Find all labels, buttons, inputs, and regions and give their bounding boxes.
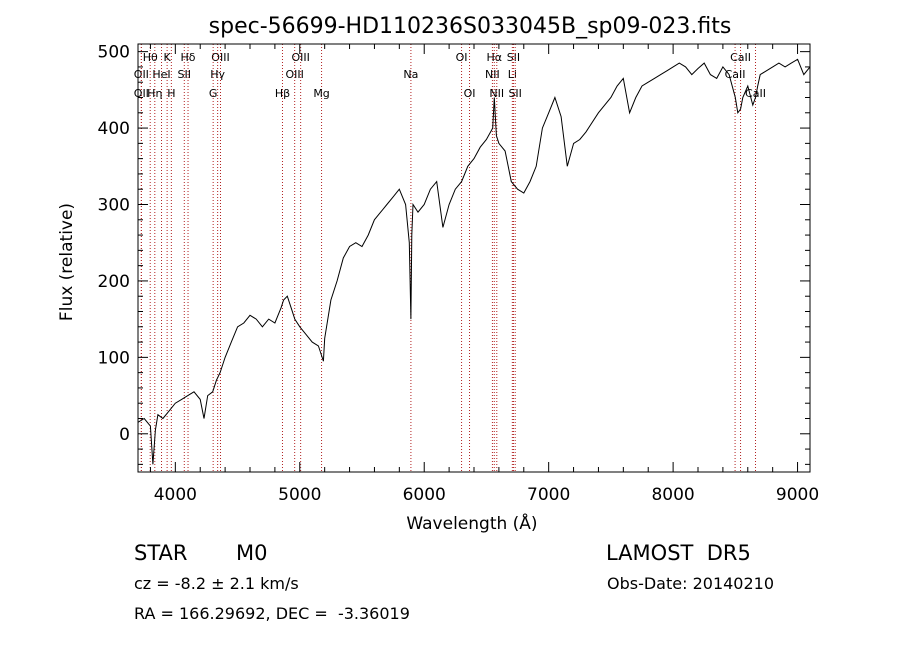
line-label: OI xyxy=(464,87,476,100)
observation-date: Obs-Date: 20140210 xyxy=(607,574,775,593)
y-axis-label: Flux (relative) xyxy=(57,203,77,321)
y-tick-label: 400 xyxy=(98,119,130,139)
survey-name: LAMOST DR5 xyxy=(606,541,751,565)
line-label: NII xyxy=(489,87,504,100)
y-axis: 0 100 200 300 400 500 xyxy=(98,43,810,465)
spectrum-line xyxy=(137,58,811,465)
line-label: OIII xyxy=(291,51,309,64)
object-class: STAR xyxy=(134,541,188,565)
line-label: SII xyxy=(507,51,520,64)
y-tick-label: 0 xyxy=(119,425,130,445)
coordinates: RA = 166.29692, DEC = -3.36019 xyxy=(134,604,410,623)
line-label: CaII xyxy=(725,68,746,81)
x-axis: 4000 5000 6000 7000 8000 9000 xyxy=(149,44,819,505)
line-label: Hθ xyxy=(143,51,158,64)
x-tick-label: 7000 xyxy=(527,485,570,505)
line-label: CaII xyxy=(730,51,751,64)
y-tick-label: 500 xyxy=(98,43,130,63)
line-label: K xyxy=(164,51,172,64)
chart-title: spec-56699-HD110236S033045B_sp09-023.fit… xyxy=(209,14,732,39)
line-label: Na xyxy=(403,68,418,81)
line-label: HeI xyxy=(152,68,170,81)
line-label: SII xyxy=(178,68,191,81)
line-label: G xyxy=(209,87,218,100)
x-tick-label: 5000 xyxy=(278,485,321,505)
line-label: Hβ xyxy=(275,87,290,100)
y-tick-label: 300 xyxy=(98,196,130,216)
line-label: Li xyxy=(508,68,517,81)
x-tick-label: 6000 xyxy=(403,485,446,505)
x-axis-label: Wavelength (Å) xyxy=(406,512,537,534)
line-label: Mg xyxy=(313,87,329,100)
line-label: Hα xyxy=(487,51,503,64)
line-label: OIII xyxy=(211,51,229,64)
line-label: Hγ xyxy=(210,68,225,81)
line-label: SII xyxy=(508,87,521,100)
y-tick-label: 100 xyxy=(98,348,130,368)
line-label: Hδ xyxy=(181,51,196,64)
line-label: OIII xyxy=(285,68,303,81)
y-tick-label: 200 xyxy=(98,272,130,292)
line-label: H xyxy=(167,87,175,100)
x-tick-label: 8000 xyxy=(651,485,694,505)
object-subclass: M0 xyxy=(236,541,268,565)
x-tick-label: 9000 xyxy=(776,485,819,505)
line-label: NII xyxy=(485,68,500,81)
plot-frame xyxy=(137,43,811,473)
x-tick-label: 4000 xyxy=(154,485,197,505)
redshift-velocity: cz = -8.2 ± 2.1 km/s xyxy=(134,574,299,593)
line-label: OI xyxy=(456,51,468,64)
line-label: Hη xyxy=(147,87,162,100)
